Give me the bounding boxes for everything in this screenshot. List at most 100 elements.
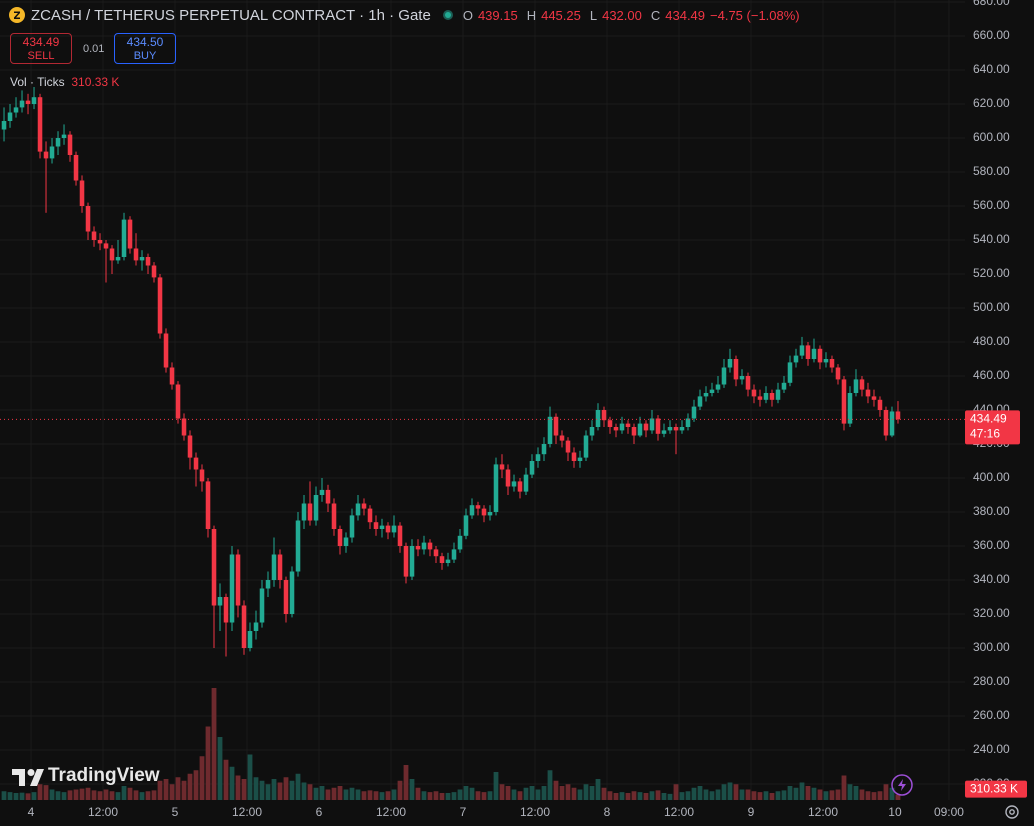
candle-body [103,243,109,249]
candle-body [61,134,67,139]
candle-body [295,520,301,572]
candle-body [481,508,487,516]
buy-button[interactable]: 434.50 BUY [114,33,176,64]
volume-bar [91,790,97,800]
volume-bar [769,793,775,800]
candle-body [487,512,493,516]
sell-button[interactable]: 434.49 SELL [10,33,72,64]
volume-bar [187,773,193,800]
volume-bar [721,784,727,800]
brand-name: TradingView [48,765,160,786]
volume-bar [361,791,367,800]
x-tick-label: 6 [316,805,323,819]
candle-body [289,571,295,615]
candle-body [439,556,445,564]
candle-body [187,435,193,458]
y-tick-label: 620.00 [973,96,1010,110]
volume-bar [511,789,517,800]
volume-bar [565,784,571,800]
volume-bar [283,777,289,800]
candle-body [259,588,265,623]
candle-body [253,622,259,632]
candle-body [535,454,541,462]
candle-body [523,474,529,492]
volume-bar [7,792,13,800]
volume-bar [61,792,67,800]
candle-body [241,605,247,649]
volume-bar [655,790,661,800]
volume-bar [157,780,163,800]
candle-body [625,423,631,428]
buy-price: 434.50 [126,35,164,49]
candle-body [277,554,283,581]
volume-bar [277,782,283,800]
settings-button[interactable] [1003,803,1021,821]
volume-bar [19,792,25,800]
volume-bar [403,765,409,800]
candle-body [169,367,175,385]
candle-body [205,481,211,530]
x-tick-label: 12:00 [88,805,118,819]
candle-body [145,257,151,266]
x-tick-label: 12:00 [376,805,406,819]
volume-bar [865,791,871,800]
candle-body [307,503,313,521]
candle-body [529,461,535,475]
candle-body [499,464,505,470]
candle-body [301,503,307,521]
x-tick-label: 7 [460,805,467,819]
volume-bar [613,793,619,800]
volume-bar [13,793,19,800]
volume-bar [505,786,511,800]
legend-row: ZCASH / TETHERUS PERPETUAL CONTRACT · 1h… [8,6,800,24]
volume-bar [709,791,715,800]
volume-bar [313,787,319,800]
candle-body [709,389,715,394]
volume-bar [493,772,499,800]
volume-bar [181,780,187,800]
volume-bar [331,787,337,800]
volume-bar [271,779,277,800]
candle-body [127,219,133,249]
candle-body [175,384,181,419]
volume-bar [643,793,649,800]
candle-body [517,481,523,492]
volume-bar [325,789,331,800]
volume-bar [871,792,877,800]
volume-bar [55,791,61,800]
volume-bar [151,790,157,800]
buy-label: BUY [133,50,157,62]
candle-body [391,525,397,533]
volume-bar [715,789,721,800]
volume-bar [199,756,205,800]
y-tick-label: 260.00 [973,708,1010,722]
volume-bar [301,782,307,800]
candle-body [811,348,817,360]
volume-bar [193,770,199,800]
volume-bar [439,793,445,800]
candle-body [91,231,97,241]
close-label: C [650,7,661,23]
volume-bar [841,775,847,800]
x-tick-label: 12:00 [520,805,550,819]
volume-bar [421,791,427,800]
candle-body [121,219,127,258]
y-tick-label: 540.00 [973,232,1010,246]
volume-bar [103,789,109,800]
candle-body [679,427,685,431]
volume-bar [847,784,853,800]
sell-label: SELL [27,50,55,62]
y-tick-label: 500.00 [973,300,1010,314]
y-tick-label: 340.00 [973,572,1010,586]
volume-bar [745,789,751,800]
candle-body [463,515,469,536]
volume-bar [727,782,733,800]
flash-button[interactable] [890,773,914,797]
volume-bar [349,787,355,800]
symbol-title[interactable]: ZCASH / TETHERUS PERPETUAL CONTRACT · 1h… [31,6,431,24]
y-tick-label: 400.00 [973,470,1010,484]
volume-bar [751,791,757,800]
volume-bar [319,786,325,800]
x-tick-label: 10 [888,805,902,819]
